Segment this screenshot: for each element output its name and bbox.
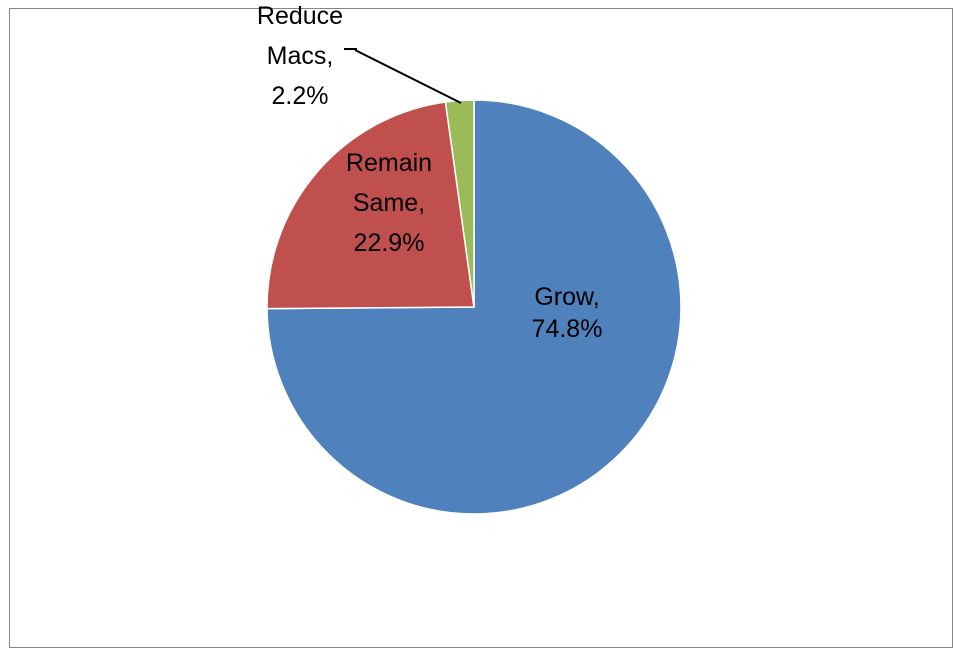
pie-slice-grow [266,99,682,515]
pie-slice-remain-same [266,101,475,310]
slice-label-line: 22.9% [354,229,425,257]
pie-slice-reduce-macs [444,99,475,308]
reduce-macs-leader-line [354,49,462,104]
slice-label-line: 74.8% [532,315,603,343]
slice-label-line: Grow, [534,283,599,311]
slice-label-line: Same, [353,189,425,217]
slice-label-line: Remain [346,149,432,177]
pie-slices [266,99,682,515]
slice-label-reduce-macs: Reduce Macs, 2.2% [257,2,343,110]
slice-label-line: 2.2% [272,82,329,110]
slice-label-line: Macs, [267,42,334,70]
pie-chart: Grow, 74.8% Remain Same, 22.9% Reduce Macs, 2.2… [257,2,682,515]
slice-label-line: Reduce [257,2,343,30]
slice-labels: Grow, 74.8% Remain Same, 22.9% Reduce Macs, 2.2… [257,2,603,343]
slice-label-remain-same: Remain Same, 22.9% [346,149,432,257]
slice-label-grow: Grow, 74.8% [532,283,603,343]
